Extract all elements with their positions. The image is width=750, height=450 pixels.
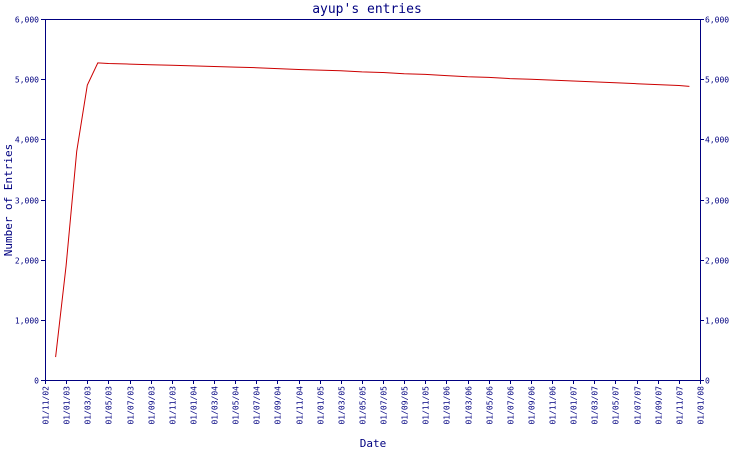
y-tick-label-left: 6,000 (15, 16, 39, 25)
x-tick-label: 01/01/03 (63, 386, 72, 425)
chart-title: ayup's entries (312, 2, 422, 17)
x-tick-label: 01/03/04 (211, 386, 220, 425)
x-tick-label: 01/09/05 (401, 386, 410, 425)
x-tick-label: 01/09/06 (528, 386, 537, 425)
y-tick-label-right: 6,000 (705, 16, 729, 25)
x-tick-label: 01/05/03 (105, 386, 114, 425)
x-axis-label: Date (360, 437, 387, 450)
y-tick-label-left: 3,000 (15, 197, 39, 206)
x-tick-label: 01/07/04 (253, 386, 262, 425)
y-tick-label-left: 2,000 (15, 257, 39, 266)
series-layer (55, 62, 690, 358)
x-tick-label: 01/11/07 (676, 386, 685, 425)
y-tick-label-left: 1,000 (15, 317, 39, 326)
y-axis-left: 0 1,000 2,000 3,000 4,000 5,000 6,000 (15, 16, 45, 386)
y-tick-label-right: 4,000 (705, 136, 729, 145)
plot-frame (45, 19, 701, 381)
y-tick-label-right: 5,000 (705, 76, 729, 85)
x-tick-label: 01/07/03 (127, 386, 136, 425)
x-tick-label: 01/07/06 (507, 386, 516, 425)
x-tick-label: 01/11/02 (42, 386, 51, 425)
x-tick-label: 01/01/04 (190, 386, 199, 425)
x-tick-label: 01/05/06 (486, 386, 495, 425)
x-tick-label: 01/03/07 (591, 386, 600, 425)
x-tick-label: 01/07/05 (380, 386, 389, 425)
x-tick-label: 01/09/07 (655, 386, 664, 425)
x-tick-label: 01/01/07 (570, 386, 579, 425)
x-tick-label: 01/11/04 (296, 386, 305, 425)
x-tick-label: 01/03/06 (465, 386, 474, 425)
x-tick-label: 01/05/04 (232, 386, 241, 425)
y-tick-label-right: 3,000 (705, 197, 729, 206)
y-tick-label-left: 5,000 (15, 76, 39, 85)
x-tick-label: 01/01/06 (443, 386, 452, 425)
x-tick-label: 01/01/08 (697, 386, 706, 425)
x-tick-label: 01/05/07 (612, 386, 621, 425)
x-axis: 01/11/02 01/01/03 01/03/03 01/05/03 01/07/03… (42, 380, 706, 425)
x-tick-label: 01/09/03 (148, 386, 157, 425)
x-tick-label: 01/11/05 (422, 386, 431, 425)
y-axis-label: Number of Entries (2, 144, 15, 257)
x-tick-label: 01/03/05 (338, 386, 347, 425)
y-axis-right: 0 1,000 2,000 3,000 4,000 5,000 6,000 (700, 16, 729, 386)
x-tick-label: 01/05/05 (359, 386, 368, 425)
series-line (55, 62, 690, 358)
x-tick-label: 01/01/05 (317, 386, 326, 425)
y-tick-label-right: 2,000 (705, 257, 729, 266)
y-tick-label-left: 4,000 (15, 136, 39, 145)
x-tick-label: 01/07/07 (634, 386, 643, 425)
x-tick-label: 01/11/03 (169, 386, 178, 425)
y-tick-label-right: 1,000 (705, 317, 729, 326)
x-tick-label: 01/03/03 (84, 386, 93, 425)
x-tick-label: 01/11/06 (549, 386, 558, 425)
y-tick-label-right: 0 (705, 377, 710, 386)
x-tick-label: 01/09/04 (274, 386, 283, 425)
y-tick-label-left: 0 (34, 377, 39, 386)
